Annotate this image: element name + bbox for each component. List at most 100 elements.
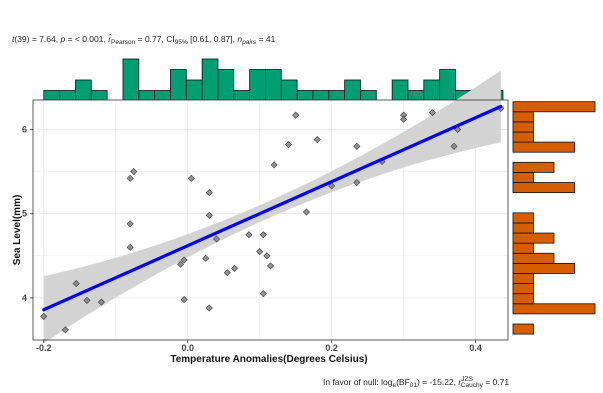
caption-lead: In favor of null: log	[323, 377, 393, 387]
subtitle-n-symbol: n	[237, 34, 242, 44]
x-tick-label: -0.2	[36, 343, 52, 353]
side-histogram-bar	[512, 323, 534, 335]
top-histogram-bar	[138, 90, 156, 102]
plot-panel	[32, 70, 509, 344]
side-histogram-bar	[512, 262, 575, 274]
top-histogram-bar	[43, 90, 61, 102]
caption-r-superscript: JZS	[461, 376, 473, 383]
y-axis-ticks: 4 5 6	[22, 124, 33, 303]
data-point	[313, 136, 321, 144]
data-point	[130, 168, 138, 176]
side-histogram-bar	[512, 141, 575, 153]
y-axis-label: Sea Level(mm)	[12, 195, 23, 266]
data-point	[292, 111, 300, 119]
subtitle-t-value: (39) = 7.64,	[14, 34, 60, 44]
top-histogram-bar	[217, 69, 235, 102]
data-point	[256, 248, 264, 256]
top-histogram-bar	[439, 69, 456, 102]
top-histogram-bar	[75, 79, 92, 102]
top-histogram-bar	[122, 58, 140, 102]
subtitle-r-subscript: Pearson	[111, 39, 136, 46]
subtitle-p-value: = < 0.001,	[65, 34, 108, 44]
y-tick-label: 5	[22, 209, 27, 219]
data-point	[83, 296, 91, 304]
data-point	[205, 189, 213, 197]
data-point	[353, 179, 361, 187]
x-tick-label: 0.4	[469, 343, 482, 353]
side-histogram-bar	[512, 293, 534, 305]
data-point	[284, 141, 293, 149]
side-histogram-bar	[512, 101, 596, 113]
side-histogram-bar	[512, 131, 534, 143]
side-histogram-bar	[512, 283, 534, 295]
top-histogram-bar	[185, 79, 203, 102]
data-point	[245, 231, 253, 239]
side-histogram-bar	[512, 273, 534, 284]
data-point	[180, 256, 188, 264]
chart-subtitle: t(39) = 7.64, p = < 0.001, r̂Pearson = 0…	[12, 33, 276, 46]
top-histogram-bar	[249, 69, 266, 102]
subtitle-n-subscript: pairs	[241, 39, 257, 46]
side-histogram-bar	[512, 121, 534, 133]
top-histogram-bar	[296, 90, 314, 102]
plot-border	[32, 99, 509, 341]
subtitle-r-value: = 0.77, CI	[135, 34, 174, 44]
data-point	[302, 208, 311, 216]
data-point	[259, 290, 267, 298]
caption-bf-subscript: 01	[410, 382, 418, 389]
data-point	[177, 260, 185, 268]
top-histogram-bar	[90, 90, 108, 102]
data-point	[400, 115, 408, 123]
caption-log-subscript: e	[392, 382, 396, 389]
top-histogram-bar	[59, 90, 76, 102]
top-histogram-bar	[265, 69, 282, 102]
data-point	[328, 182, 336, 190]
data-point	[187, 174, 195, 182]
top-histogram-bar	[360, 90, 377, 102]
side-histogram-bar	[512, 303, 596, 315]
data-point	[353, 142, 361, 150]
top-histogram-bar	[233, 90, 251, 102]
top-histogram-bar	[423, 79, 441, 102]
caption-r-symbol: r	[458, 377, 462, 387]
side-histogram-bar	[512, 172, 534, 183]
x-tick-label: 0.2	[325, 343, 338, 353]
side-histogram-bar	[512, 222, 534, 234]
data-point	[266, 262, 275, 270]
subtitle-ci-subscript: 95%	[175, 39, 188, 46]
side-histogram-bar	[512, 232, 555, 244]
data-point	[202, 254, 210, 262]
subtitle-r-symbol: r̂	[108, 33, 112, 44]
top-histogram-bar	[280, 79, 298, 102]
subtitle-n-value: = 41	[256, 34, 275, 44]
data-point	[263, 252, 271, 260]
data-point	[450, 142, 458, 150]
top-histogram-bar	[312, 90, 330, 102]
top-histogram-bar	[344, 79, 361, 102]
data-point	[230, 264, 239, 272]
caption-r-value: = 0.71	[483, 377, 510, 387]
top-histogram-bar	[154, 90, 171, 102]
chart-caption: In favor of null: loge(BF01) = -15.22, r…	[323, 376, 509, 389]
side-histogram-bar	[512, 161, 555, 173]
data-point	[126, 174, 134, 182]
caption-bf-value: ) = -15.22,	[417, 377, 458, 387]
subtitle-p-symbol: p	[59, 34, 65, 44]
side-histogram-bar	[512, 182, 575, 194]
data-point	[205, 304, 213, 312]
side-histogram-bar	[512, 111, 534, 123]
data-point	[270, 161, 278, 169]
y-tick-label: 4	[22, 293, 27, 303]
data-point	[61, 326, 69, 334]
x-axis-ticks: -0.2 0.0 0.2 0.4	[36, 340, 482, 353]
data-point	[205, 211, 213, 219]
data-point	[212, 235, 221, 243]
subtitle-ci-value: [0.61, 0.87],	[188, 34, 238, 44]
data-point	[97, 298, 105, 306]
data-point	[259, 231, 267, 239]
x-tick-label: 0.0	[181, 343, 194, 353]
regression-line	[42, 104, 503, 312]
data-point	[223, 269, 231, 277]
caption-r-subscript: Cauchy	[461, 382, 484, 389]
